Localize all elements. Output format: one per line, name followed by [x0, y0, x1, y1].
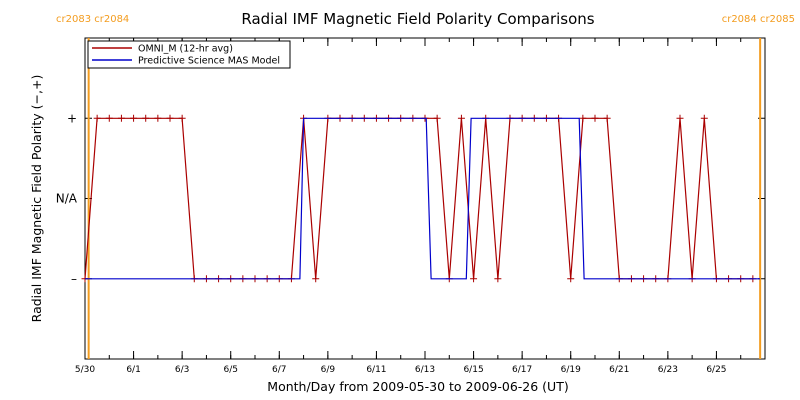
- data-point: [130, 114, 138, 122]
- y-tick-label: –: [71, 272, 77, 286]
- x-tick-label: 6/21: [609, 365, 629, 375]
- y-axis-ticks: + N/A –: [56, 111, 765, 286]
- y-tick-label: N/A: [56, 192, 78, 206]
- data-point: [154, 114, 162, 122]
- series-line-0: [84, 117, 753, 280]
- data-point: [117, 114, 125, 122]
- x-tick-label: 6/7: [272, 365, 286, 375]
- x-tick-label: 6/25: [706, 365, 726, 375]
- x-tick-label: 6/3: [175, 365, 189, 375]
- data-point: [93, 114, 101, 122]
- data-point: [700, 114, 708, 122]
- x-tick-label: 6/13: [415, 365, 435, 375]
- y-axis-label: Radial IMF Magnetic Field Polarity (−,+): [29, 75, 44, 323]
- legend-entry: Predictive Science MAS Model: [138, 56, 280, 67]
- chart-title: Radial IMF Magnetic Field Polarity Compa…: [241, 10, 594, 28]
- plot-frame: [84, 37, 766, 360]
- carrington-rotation-lines: [87, 38, 762, 359]
- data-point: [433, 114, 441, 122]
- x-tick-label: 6/19: [561, 365, 581, 375]
- x-tick-label: 6/15: [463, 365, 483, 375]
- data-point: [105, 114, 113, 122]
- legend-box: [87, 40, 291, 69]
- carrington-labels-right: cr2084 cr2085: [722, 14, 795, 25]
- carrington-label: cr2084 cr2085: [722, 14, 795, 25]
- legend-entry: OMNI_M (12-hr avg): [138, 44, 233, 55]
- x-tick-label: 6/23: [658, 365, 678, 375]
- data-point: [676, 114, 684, 122]
- data-point: [603, 114, 611, 122]
- data-point: [470, 275, 478, 283]
- x-tick-label: 6/11: [366, 365, 386, 375]
- data-point: [142, 114, 150, 122]
- data-point: [591, 114, 599, 122]
- data-point: [166, 114, 174, 122]
- x-tick-label: 6/9: [321, 365, 336, 375]
- data-point: [579, 114, 587, 122]
- x-tick-label: 5/30: [75, 365, 95, 375]
- legend: OMNI_M (12-hr avg)Predictive Science MAS…: [87, 40, 291, 69]
- data-point: [178, 114, 186, 122]
- x-tick-label: 6/17: [512, 365, 532, 375]
- x-tick-label: 6/5: [223, 365, 237, 375]
- data-point: [457, 114, 465, 122]
- series-line-1: [85, 117, 761, 280]
- carrington-labels-left: cr2083 cr2084: [56, 14, 129, 25]
- series-layer: [81, 114, 761, 283]
- data-point: [567, 275, 575, 283]
- x-axis-ticks: 5/30 6/1 6/3 6/5 6/7 6/9 6/11 6/13 6/15 6/17 6/19 6…: [75, 38, 766, 375]
- carrington-label: cr2083 cr2084: [56, 14, 129, 25]
- data-point: [494, 275, 502, 283]
- x-tick-label: 6/1: [126, 365, 140, 375]
- data-point: [312, 275, 320, 283]
- x-axis-label: Month/Day from 2009-05-30 to 2009-06-26 …: [267, 379, 568, 394]
- y-tick-label: +: [67, 111, 77, 125]
